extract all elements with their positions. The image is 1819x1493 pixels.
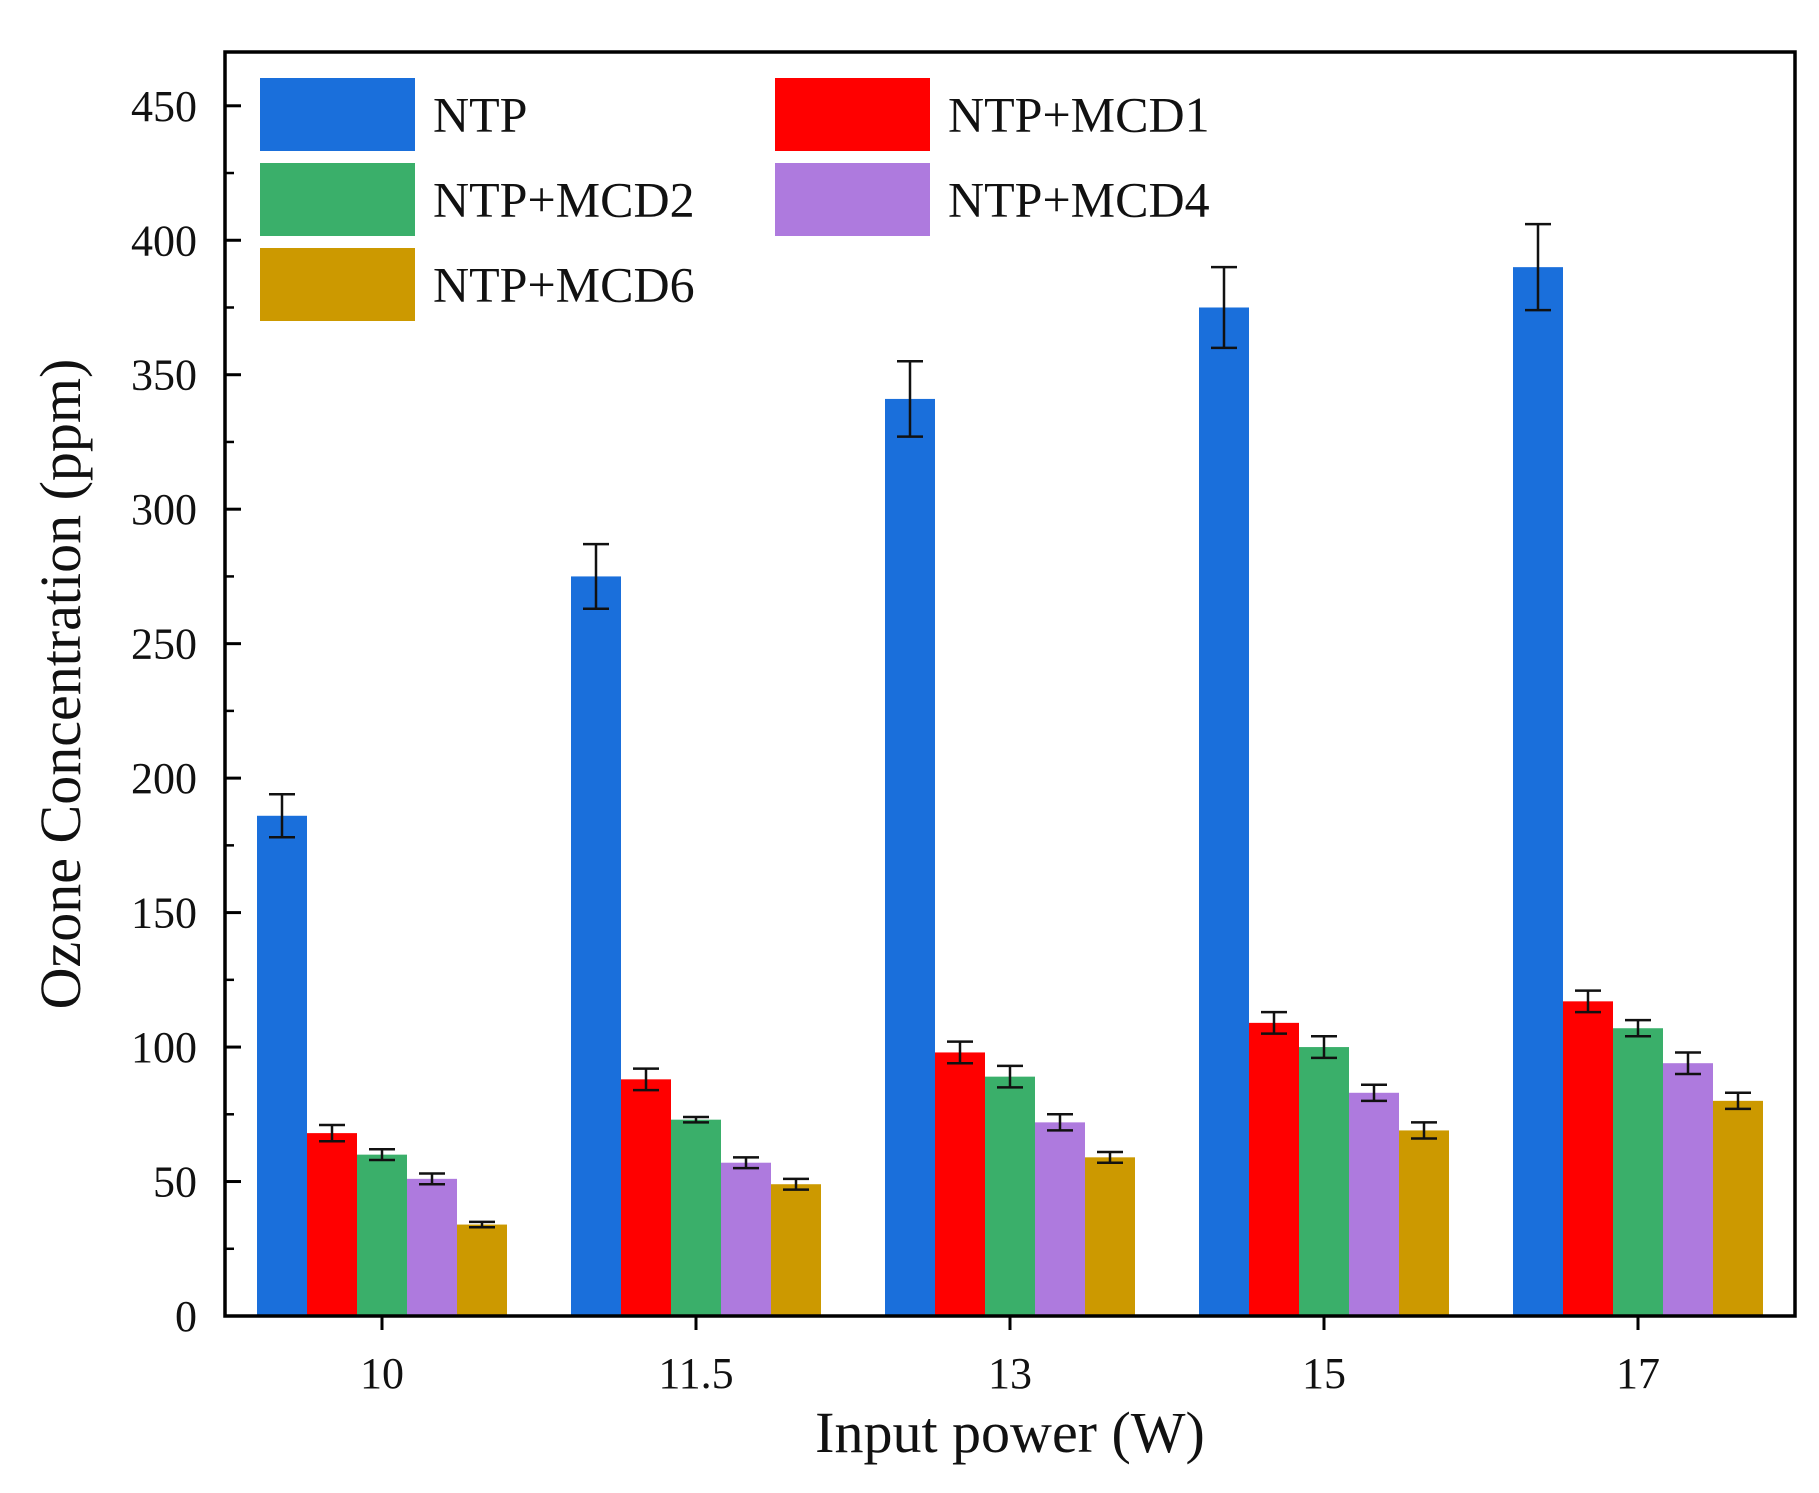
legend-swatch [260,163,415,236]
bar-ntp-mcd2-15 [1299,1047,1349,1316]
x-tick-label: 10 [360,1349,404,1398]
bar-ntp-mcd4-10 [407,1178,457,1316]
bar-ntp-mcd2-10 [357,1154,407,1316]
bar-ntp-mcd6-11-5 [771,1184,821,1316]
legend-label: NTP [433,87,527,143]
y-tick-label: 300 [131,485,197,534]
x-tick-label: 11.5 [658,1349,733,1398]
legend: NTP NTP+MCD1 NTP+MCD2 NTP+MCD4 NTP+MCD6 [260,78,1210,321]
x-axis-title: Input power (W) [815,1400,1205,1465]
bar-ntp-15 [1199,307,1249,1316]
y-tick-label: 100 [131,1023,197,1072]
axes: 0 50 100 150 200 250 300 350 400 450 10 11.5 13 15 17 [131,82,1660,1398]
bar-ntp-mcd1-13 [935,1052,985,1316]
bar-ntp-mcd6-17 [1713,1100,1763,1316]
y-tick-label: 250 [131,620,197,669]
y-tick-label: 200 [131,754,197,803]
legend-swatch [260,78,415,151]
legend-swatch [775,163,930,236]
y-axis-title: Ozone Concentration (ppm) [28,359,93,1010]
plot-area [257,222,1763,1316]
bar-ntp-11-5 [571,576,621,1316]
bar-ntp-mcd1-17 [1563,1001,1613,1316]
x-tick-label: 17 [1616,1349,1660,1398]
legend-label: NTP+MCD6 [433,257,695,313]
y-tick-label: 450 [131,82,197,131]
x-tick-label: 13 [988,1349,1032,1398]
y-tick-label: 350 [131,351,197,400]
bar-ntp-mcd6-10 [457,1224,507,1316]
bar-ntp-mcd1-10 [307,1133,357,1316]
legend-swatch [260,248,415,321]
bar-ntp-mcd1-11-5 [621,1079,671,1316]
bar-ntp-mcd6-15 [1399,1130,1449,1316]
y-tick-label: 0 [175,1292,197,1341]
bar-ntp-mcd4-17 [1663,1063,1713,1316]
bar-ntp-mcd1-15 [1249,1022,1299,1316]
y-tick-label: 400 [131,216,197,265]
bar-ntp-mcd6-13 [1085,1157,1135,1316]
x-tick-label: 15 [1302,1349,1346,1398]
bar-ntp-mcd2-13 [985,1076,1035,1316]
legend-label: NTP+MCD4 [948,172,1210,228]
legend-label: NTP+MCD2 [433,172,695,228]
y-tick-label: 50 [153,1158,197,1207]
bar-ntp-17 [1513,267,1563,1316]
bar-ntp-mcd2-17 [1613,1028,1663,1316]
y-tick-label: 150 [131,889,197,938]
bar-ntp-10 [257,815,307,1316]
bar-ntp-13 [885,398,935,1316]
legend-swatch [775,78,930,151]
bar-ntp-mcd4-13 [1035,1122,1085,1316]
legend-label: NTP+MCD1 [948,87,1210,143]
bar-ntp-mcd4-15 [1349,1092,1399,1316]
bar-ntp-mcd4-11-5 [721,1162,771,1316]
bar-ntp-mcd2-11-5 [671,1119,721,1316]
